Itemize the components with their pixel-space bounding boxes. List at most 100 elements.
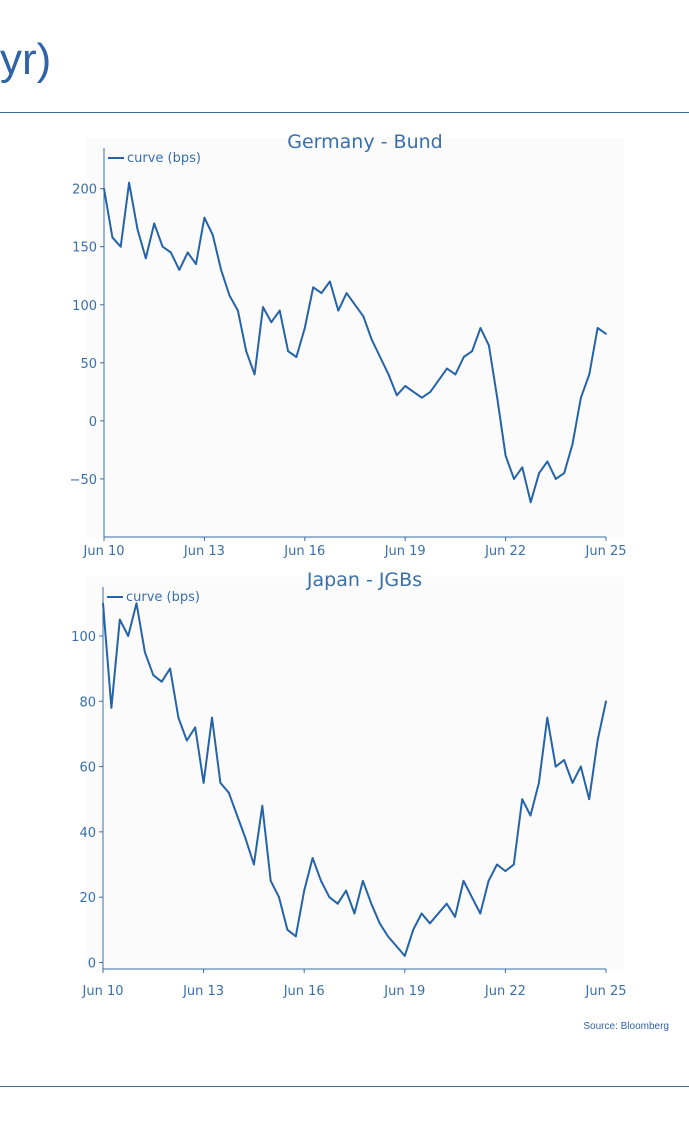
x-tick-label: Jun 19	[384, 544, 426, 559]
data-point	[336, 902, 339, 905]
data-point	[354, 303, 356, 306]
plot-background	[86, 138, 624, 539]
data-point	[345, 889, 348, 892]
y-tick-label: 200	[72, 183, 97, 198]
data-point	[177, 716, 180, 719]
data-point	[462, 879, 465, 882]
y-tick-label: 100	[72, 299, 97, 314]
data-point	[387, 373, 390, 376]
y-tick-label: 100	[71, 630, 96, 645]
data-point	[236, 309, 239, 312]
data-point	[362, 315, 365, 318]
data-point	[546, 460, 549, 463]
data-point	[538, 781, 540, 784]
data-point	[496, 396, 499, 399]
data-point	[160, 680, 163, 683]
data-point	[253, 373, 256, 376]
legend-label: curve (bps)	[127, 151, 201, 166]
data-point	[412, 928, 415, 931]
data-point	[245, 350, 248, 353]
data-point	[446, 367, 448, 370]
data-point	[370, 902, 373, 905]
data-point	[111, 236, 114, 239]
header-divider	[0, 112, 689, 113]
data-point	[278, 309, 281, 312]
data-point	[571, 443, 574, 446]
data-point	[161, 245, 164, 248]
y-tick-label: 50	[80, 357, 97, 372]
data-point	[395, 394, 398, 397]
data-point	[303, 889, 306, 892]
y-tick-label: 40	[79, 826, 96, 841]
data-point	[504, 870, 507, 872]
data-point	[194, 726, 197, 729]
data-point	[538, 472, 540, 475]
x-tick-label: Jun 22	[484, 984, 526, 999]
data-point	[479, 327, 482, 329]
data-point	[504, 454, 507, 457]
data-point	[554, 478, 557, 480]
x-tick-label: Jun 22	[484, 544, 526, 559]
y-tick-label: 20	[79, 891, 96, 906]
data-point	[421, 396, 423, 399]
legend-label: curve (bps)	[126, 590, 200, 605]
data-point	[546, 716, 549, 719]
data-point	[588, 373, 591, 376]
data-point	[294, 935, 297, 938]
data-point	[303, 327, 306, 329]
data-point	[361, 879, 364, 882]
data-point	[370, 338, 373, 341]
data-point	[312, 286, 315, 289]
data-point	[152, 674, 155, 677]
data-point	[563, 759, 565, 761]
data-point	[512, 863, 515, 866]
data-point	[195, 263, 197, 266]
data-point	[395, 945, 398, 948]
japan-jgbs-chart: Japan - JGBs 0 20 40 60 80 100 Jun 10 Jun 13 Jun …	[71, 569, 626, 999]
page-title: yr)	[0, 35, 52, 84]
data-point	[462, 356, 465, 358]
data-point	[278, 896, 280, 899]
data-point	[353, 912, 356, 915]
data-point	[429, 390, 432, 393]
data-point	[479, 912, 482, 915]
y-tick-label: 0	[88, 956, 96, 971]
y-tick-label: 0	[89, 415, 97, 430]
chart-title: Germany - Bund	[287, 131, 442, 153]
data-point	[437, 912, 440, 915]
footer-divider	[0, 1086, 689, 1087]
data-point	[211, 716, 213, 719]
data-point	[185, 739, 188, 742]
data-point	[227, 791, 230, 794]
data-point	[211, 234, 214, 236]
data-point	[378, 922, 381, 925]
data-point	[170, 251, 172, 254]
data-point	[128, 181, 131, 184]
data-point	[403, 955, 406, 957]
data-point	[571, 781, 574, 784]
data-point	[579, 765, 582, 768]
data-point	[228, 294, 231, 297]
data-point	[320, 292, 323, 295]
data-point	[529, 814, 532, 817]
data-point	[454, 373, 457, 376]
data-point	[135, 602, 138, 605]
data-point	[136, 228, 139, 231]
data-point	[295, 356, 298, 358]
data-point	[554, 765, 557, 768]
data-point	[169, 667, 171, 670]
x-tick-label: Jun 25	[585, 544, 627, 559]
data-point	[287, 350, 289, 353]
data-point	[270, 321, 273, 324]
plot-background	[85, 577, 624, 971]
data-point	[605, 700, 607, 703]
y-tick-label: 150	[72, 241, 97, 256]
data-point	[496, 863, 498, 866]
data-point	[521, 798, 524, 801]
data-point	[605, 332, 607, 335]
data-point	[320, 879, 322, 882]
data-point	[186, 251, 189, 254]
chart-title: Japan - JGBs	[306, 569, 422, 591]
data-point	[445, 902, 448, 905]
data-point	[580, 396, 582, 399]
